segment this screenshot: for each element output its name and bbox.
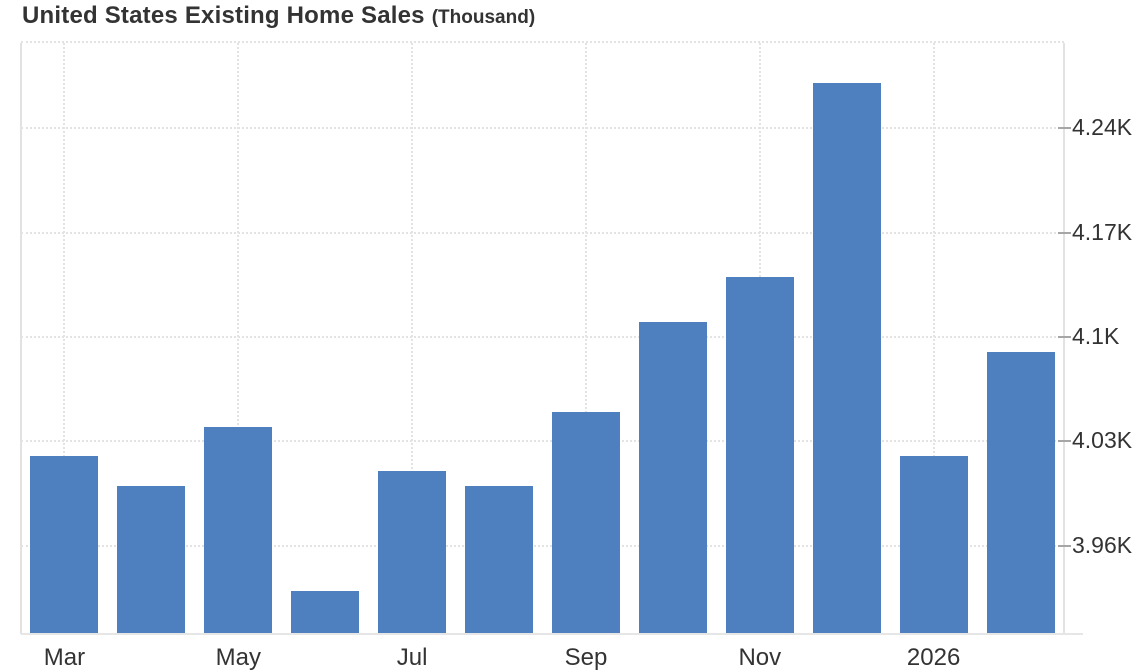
bar[interactable] (291, 590, 360, 633)
bar[interactable] (378, 471, 447, 633)
bar[interactable] (117, 486, 186, 633)
bar[interactable] (204, 426, 273, 633)
bar[interactable] (30, 456, 99, 633)
y-axis-label: 4.03K (1072, 427, 1133, 454)
chart-title: United States Existing Home Sales (22, 2, 425, 29)
bar[interactable] (551, 411, 620, 633)
y-gridline (21, 231, 1064, 234)
y-axis-tick (1058, 440, 1071, 443)
bar[interactable] (899, 456, 968, 633)
x-gridline (411, 43, 414, 633)
plot-left-border (20, 43, 22, 634)
x-axis-label: Nov (738, 644, 782, 671)
y-axis-label: 4.24K (1072, 114, 1133, 141)
y-axis-tick (1058, 336, 1071, 338)
y-axis-label: 4.17K (1072, 218, 1133, 245)
y-axis-tick (1058, 231, 1071, 234)
y-gridline (21, 127, 1064, 130)
x-gridline (932, 43, 935, 633)
chart-title-unit: (Thousand) (431, 7, 536, 28)
y-axis-label: 4.1K (1072, 323, 1120, 349)
x-gridline (63, 43, 66, 633)
y-gridline (21, 544, 1064, 547)
x-axis-label: Mar (43, 644, 86, 671)
x-axis-label: Jul (396, 644, 428, 671)
bar[interactable] (812, 83, 881, 633)
plot-right-border (1063, 43, 1065, 634)
y-axis-tick (1058, 127, 1071, 130)
bar[interactable] (638, 322, 707, 633)
x-axis-label: 2026 (906, 644, 961, 671)
y-gridline (21, 336, 1064, 338)
bar[interactable] (725, 277, 794, 633)
x-axis-label: May (215, 644, 261, 671)
x-axis-line (21, 633, 1083, 635)
plot-top-border (21, 41, 1064, 43)
x-gridline (584, 43, 587, 633)
y-gridline (21, 440, 1064, 443)
y-axis-label: 3.96K (1072, 531, 1133, 558)
bar[interactable] (986, 351, 1055, 633)
bar[interactable] (465, 486, 534, 633)
chart-title-row: United States Existing Home Sales (Thousa… (22, 2, 535, 30)
x-axis-label: Sep (564, 644, 608, 671)
x-gridline (237, 43, 240, 633)
y-axis-tick (1058, 544, 1071, 547)
